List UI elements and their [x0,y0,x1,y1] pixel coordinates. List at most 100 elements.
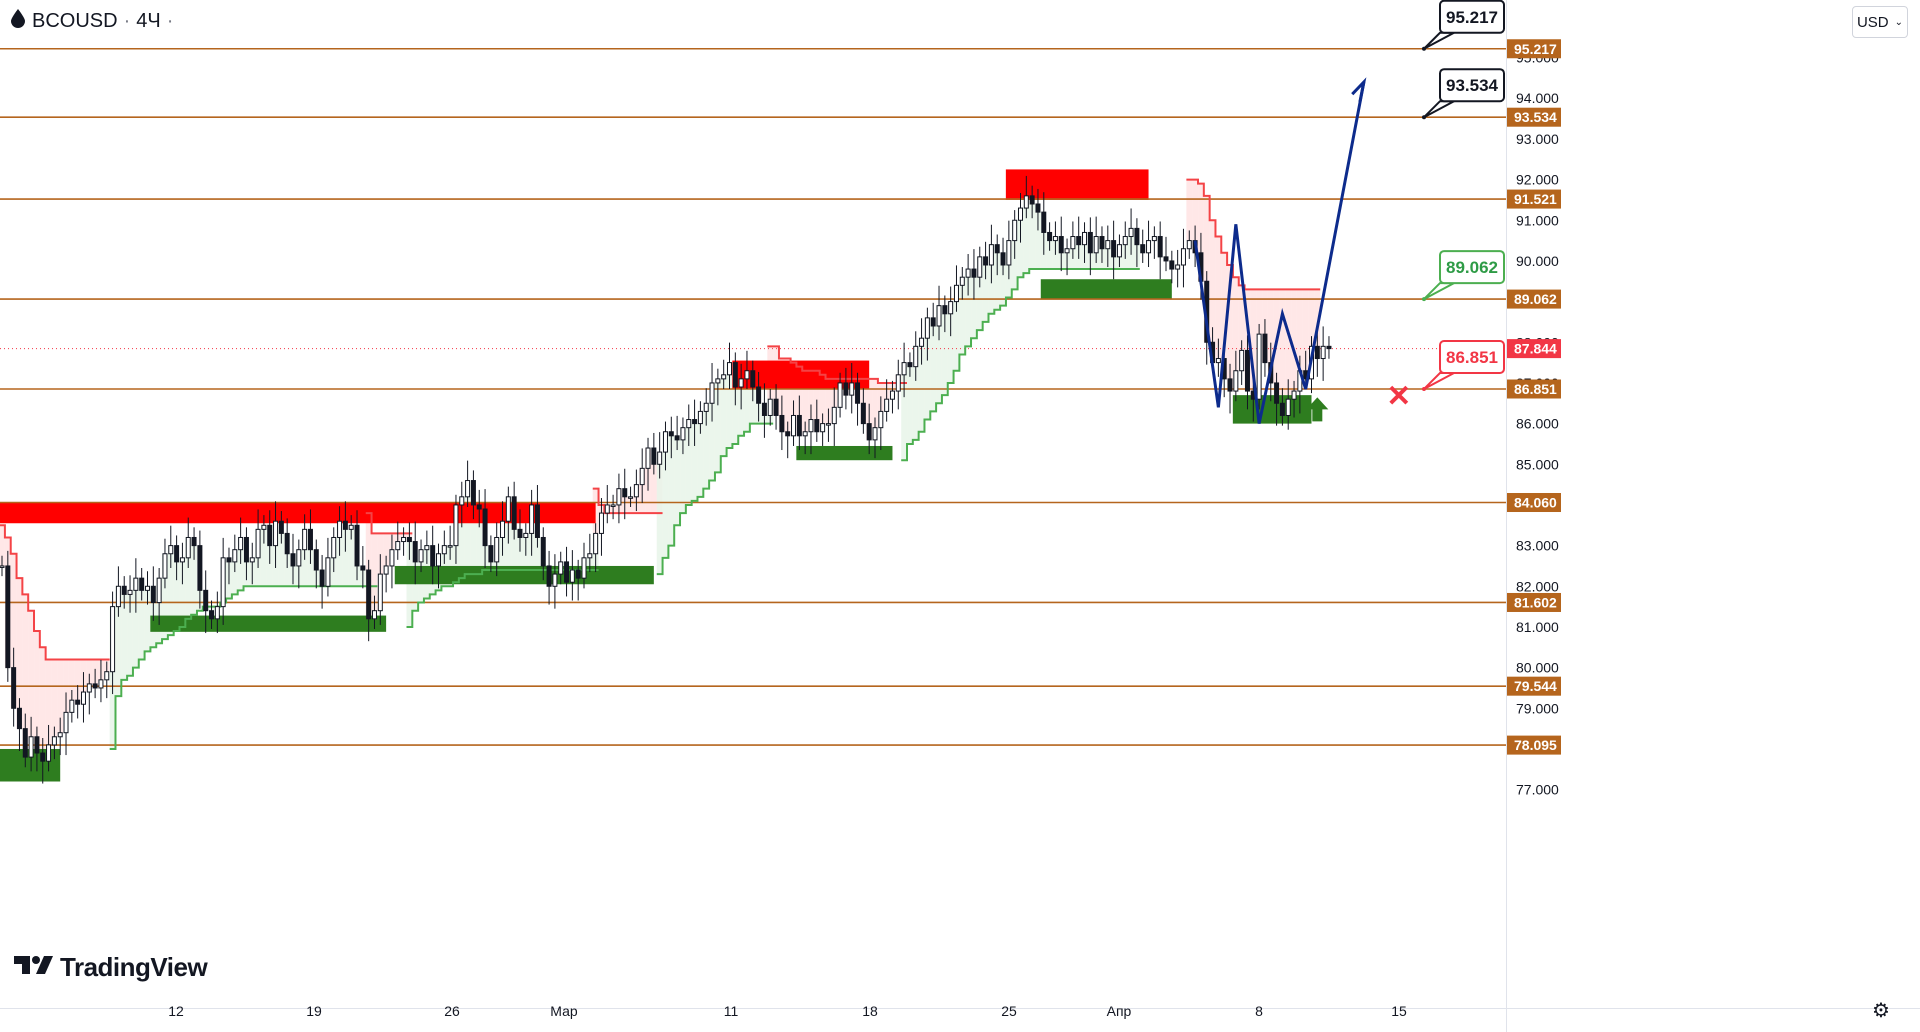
candle-127 [738,363,744,410]
candle-175 [1018,193,1023,243]
candle-86 [500,501,506,556]
trailing-stop-line-0 [0,524,110,661]
callout-label-3: 86.851 [1446,348,1498,367]
candle-73 [424,530,430,564]
candle-166 [965,254,971,296]
y-tick-13: 90.000 [1516,253,1559,269]
candle-129 [750,360,756,402]
candle-138 [802,421,808,455]
candle-176 [1023,175,1029,219]
candle-137 [796,395,802,451]
candle-186 [1082,222,1088,263]
candle-64 [371,595,377,629]
candle-72 [418,539,424,573]
candle-188 [1093,216,1099,263]
candle-182 [1058,216,1064,272]
candle-192 [1116,234,1122,268]
time-axis[interactable]: 12 19 26 Мар 11 18 25 Апр 8 15 [168,1003,1407,1019]
candle-48 [278,511,284,544]
x-tick-9: 15 [1391,1003,1407,1019]
current-price-label: 87.844 [1514,341,1557,357]
demand-zone-4 [1040,279,1172,300]
candle-71 [412,521,418,585]
candle-3 [16,698,22,752]
callout-3: 86.851 [1422,339,1505,391]
candle-152 [884,379,890,422]
currency-selector[interactable]: USD ⌄ [1852,6,1908,38]
level-label-bg-4 [1507,379,1561,399]
supply-demand-zones [0,169,1312,782]
candle-133 [773,384,779,430]
candle-50 [290,533,296,585]
y-tick-16: 93.000 [1516,131,1559,147]
y-tick-4: 81.000 [1516,619,1559,635]
candle-28 [162,538,168,589]
candle-179 [1041,192,1047,255]
candle-217 [1262,319,1268,377]
trailing-stop-line-5 [656,422,774,576]
y-tick-15: 92.000 [1516,172,1559,188]
demand-zone-3 [796,445,893,461]
candle-61 [354,510,360,581]
candle-140 [814,399,820,442]
candle-63 [366,559,372,642]
candle-189 [1099,226,1105,263]
candle-51 [296,539,302,589]
candle-146 [849,363,855,414]
candle-54 [313,539,319,589]
x-tick-4: 11 [724,1003,739,1019]
candle-112 [651,432,657,475]
chevron-down-icon: ⌄ [1894,16,1904,28]
trailing-stop-line-4 [592,487,663,515]
candle-53 [307,509,313,564]
candle-49 [284,518,290,568]
x-tick-2: 26 [444,1003,460,1019]
tradingview-logo[interactable]: TradingView [14,952,208,983]
candle-87 [505,486,511,544]
candle-227 [1320,326,1326,381]
price-axis[interactable]: 77.00078.00079.00080.00081.00082.00083.0… [1507,39,1561,798]
candle-82 [476,489,482,528]
gear-icon[interactable]: ⚙ [1872,1000,1890,1022]
candle-0 [0,555,5,577]
candle-204 [1186,230,1192,259]
candle-128 [744,350,750,390]
candle-65 [377,554,383,625]
candle-89 [517,509,523,552]
horizontal-levels[interactable] [0,47,1506,746]
candle-162 [942,295,948,333]
candle-228 [1326,336,1332,359]
candle-24 [139,567,145,601]
candle-125 [727,342,732,390]
forecast-line [1193,81,1366,424]
candle-45 [261,515,267,544]
candle-214 [1244,335,1250,410]
candle-11 [63,692,69,756]
price-callouts[interactable]: 95.217 93.534 89.062 86.851 [1422,0,1505,391]
candle-181 [1052,221,1058,255]
candle-200 [1163,236,1169,272]
candle-145 [843,367,849,410]
forecast-path[interactable] [1193,77,1367,424]
symbol-header[interactable]: BCOUSD · 4Ч · [10,8,173,34]
level-label-bg-2 [1507,189,1561,209]
candle-160 [930,302,936,337]
up-arrow-icon [1306,397,1329,422]
trailing-stop-fill-8 [1186,179,1321,416]
candle-93 [540,527,546,581]
y-tick-17: 94.000 [1516,90,1559,106]
tradingview-logo-icon [14,952,54,983]
candle-38 [220,537,226,625]
candle-132 [767,389,773,426]
candle-142 [825,408,831,442]
candle-5 [28,716,34,772]
candle-123 [715,368,721,406]
candle-141 [820,413,826,446]
symbol-name: BCOUSD [32,9,118,32]
candle-21 [121,576,127,609]
candle-147 [855,372,861,426]
candle-113 [657,432,663,479]
candle-104 [604,485,610,524]
candle-114 [662,421,668,471]
